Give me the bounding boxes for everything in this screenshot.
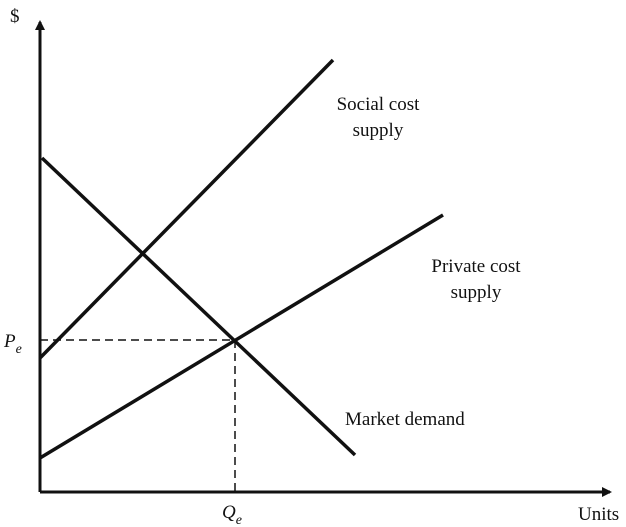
price-sub: e: [16, 342, 22, 357]
quantity-sub: e: [236, 513, 242, 527]
demand-line: [40, 156, 357, 457]
quantity-label: Qe: [222, 502, 242, 527]
curve-label: supply: [451, 282, 502, 303]
curve-label: Private cost: [431, 256, 521, 277]
private-cost-line: [39, 213, 444, 460]
price-main: P: [3, 331, 16, 352]
social-cost-line: [38, 58, 335, 360]
y-axis-label: $: [10, 6, 20, 27]
curve-label: Market demand: [345, 409, 465, 430]
curve-label: Social cost: [337, 94, 421, 115]
curve-label: supply: [353, 120, 404, 141]
price-label: Pe: [3, 331, 22, 357]
quantity-main: Q: [222, 502, 236, 523]
x-axis-label: Units: [578, 504, 619, 525]
